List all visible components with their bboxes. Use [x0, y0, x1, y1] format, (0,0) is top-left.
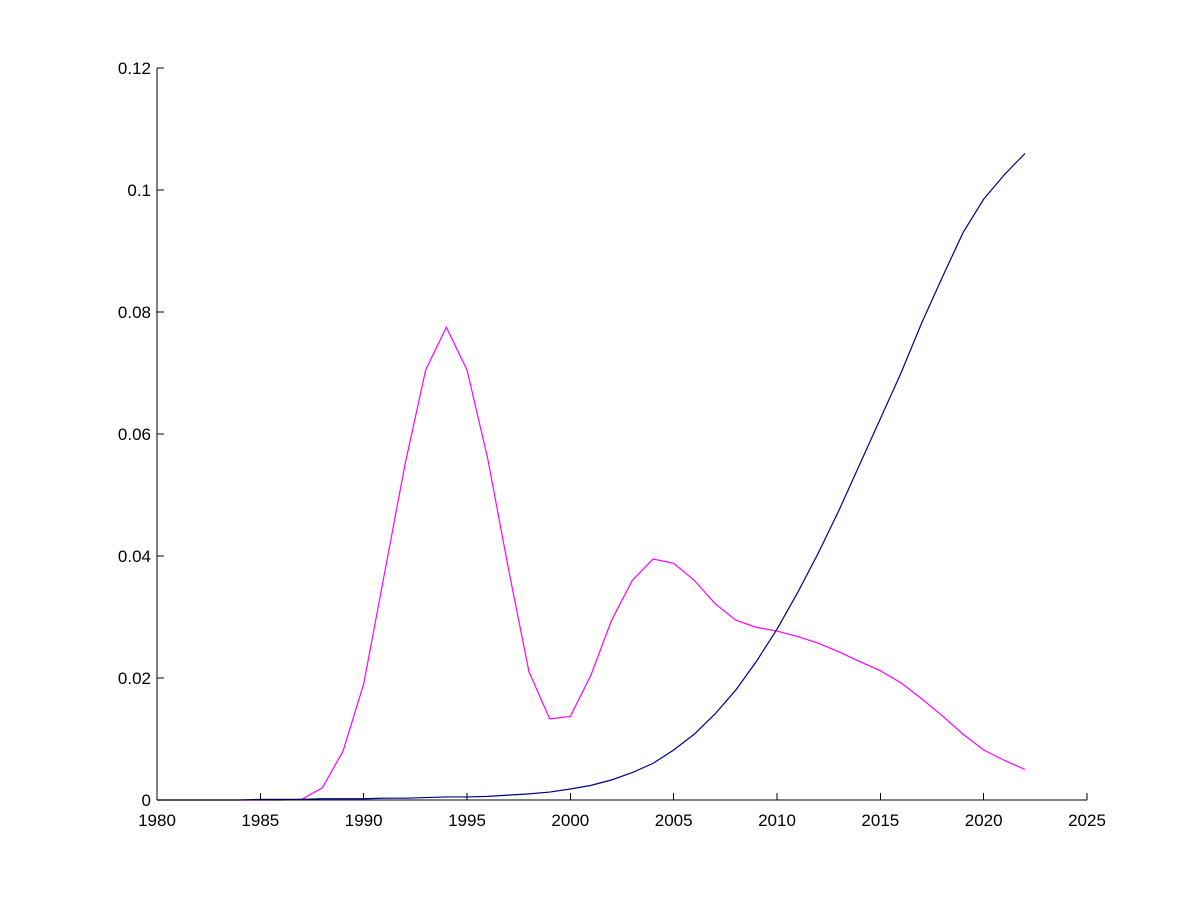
x-tick-label: 1990	[345, 811, 383, 830]
x-tick-label: 2015	[861, 811, 899, 830]
series-line-1	[157, 325, 1026, 801]
y-tick-label: 0.02	[118, 669, 151, 688]
x-tick-label: 2025	[1068, 811, 1106, 830]
x-tick-label: 2005	[655, 811, 693, 830]
y-tick-label: 0	[142, 791, 151, 810]
y-tick-label: 0.08	[118, 303, 151, 322]
x-tick-label: 1980	[138, 811, 176, 830]
x-ticks: 1980 1985 1990 1995 2000 2005 2010 2015 2020 2025	[138, 793, 1106, 830]
x-tick-label: 1995	[448, 811, 486, 830]
axes	[156, 68, 1087, 801]
x-tick-label: 2020	[965, 811, 1003, 830]
x-tick-label: 1985	[241, 811, 279, 830]
y-tick-label: 0.1	[127, 181, 151, 200]
series-group	[157, 152, 1026, 801]
y-ticks: 0 0.02 0.04 0.06 0.08 0.1 0.12	[118, 59, 164, 810]
series-line-2	[157, 152, 1026, 801]
x-tick-label: 2000	[551, 811, 589, 830]
y-tick-label: 0.12	[118, 59, 151, 78]
y-tick-label: 0.04	[118, 547, 151, 566]
x-tick-label: 2010	[758, 811, 796, 830]
y-tick-label: 0.06	[118, 425, 151, 444]
